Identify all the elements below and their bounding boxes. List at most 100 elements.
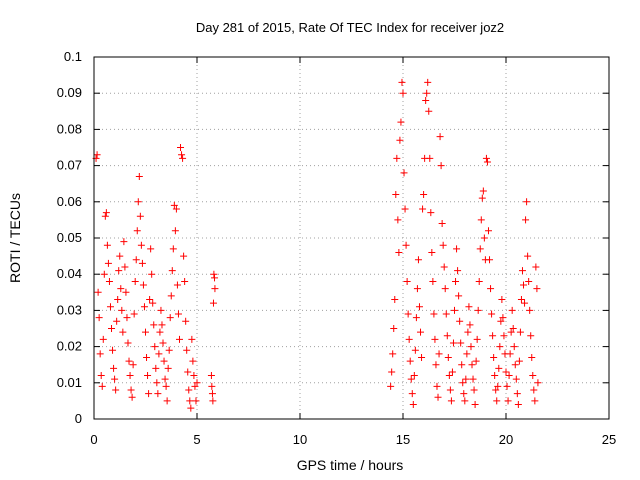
data-point [523,198,531,206]
y-axis-tick-labels: 0 0.01 0.02 0.03 0.04 0.05 0.06 0.07 0.08 0.09 0.1 [57,49,82,426]
data-point [142,328,149,336]
data-point [127,386,135,394]
x-tick-label: 10 [293,432,307,447]
data-point [183,346,191,354]
data-point [211,285,219,293]
data-point [101,212,109,220]
data-point [102,209,110,217]
data-point [135,172,143,180]
data-point [123,314,131,322]
data-point [497,317,505,325]
data-point [407,375,415,383]
data-point [438,220,446,228]
data-point [460,390,468,398]
data-point [520,281,528,289]
data-point [161,375,169,383]
y-tick-label: 0.05 [57,230,82,245]
data-point [444,353,452,361]
data-point [429,277,437,285]
data-point [532,263,540,271]
data-point [508,306,516,314]
data-point [477,216,485,224]
data-point [463,350,471,358]
data-point [483,158,491,166]
plot-frame [93,56,610,420]
data-point [397,118,405,126]
y-tick-label: 0.09 [57,85,82,100]
data-point [130,310,138,318]
data-point [402,241,410,249]
data-point [503,382,511,390]
data-point [457,339,465,347]
data-point [390,325,398,332]
data-point [100,270,108,278]
data-point [534,379,542,387]
data-point [419,205,427,213]
data-point [521,299,529,307]
data-point [165,346,173,354]
data-point [428,248,436,256]
data-point [408,390,416,398]
grid-lines [94,57,609,419]
y-tick-label: 0.08 [57,121,82,136]
data-point [122,288,130,296]
data-point [526,306,534,314]
data-point [522,216,530,224]
y-tick-label: 0.07 [57,158,82,173]
data-point [172,205,180,213]
data-point [133,227,141,235]
data-point [95,314,103,322]
data-point [177,144,185,151]
data-point [491,372,499,380]
data-point [506,350,514,358]
data-point [443,332,451,340]
data-point [209,397,217,405]
data-point [504,397,512,405]
data-point [126,372,134,380]
data-point [190,372,198,380]
data-point [422,96,430,104]
data-point [493,397,501,405]
data-point [207,372,215,380]
data-point [470,386,478,394]
data-point [396,136,404,144]
data-point [452,277,460,285]
data-point [490,353,498,361]
data-point [146,296,154,304]
data-point [145,390,153,398]
data-point [495,364,503,372]
x-tick-label: 0 [90,432,97,447]
data-point [449,339,457,347]
data-point [144,372,152,380]
data-point [398,78,406,86]
data-point [139,281,147,289]
data-point [96,350,104,358]
data-point [191,382,199,390]
data-point [480,234,488,242]
data-point [189,357,197,365]
y-tick-label: 0.06 [57,194,82,209]
data-point [166,314,174,322]
data-point [154,390,162,398]
data-point [155,350,163,358]
data-point [404,310,412,318]
data-point [104,259,112,267]
y-tick-label: 0.04 [57,266,82,281]
data-point [103,241,111,249]
data-point [529,372,537,380]
data-point [147,245,155,253]
data-point [188,335,196,343]
data-point [399,89,407,97]
data-point [515,357,523,365]
data-point [432,361,440,369]
data-point [167,292,175,300]
data-point [468,361,476,369]
data-point [157,306,165,314]
x-axis-tick-labels: 0 5 10 15 20 25 [90,432,616,447]
data-point [389,350,397,358]
data-point [458,361,466,369]
data-point [500,332,508,340]
data-point [436,133,444,141]
data-point [533,285,541,293]
chart-title: Day 281 of 2015, Rate Of TEC Index for r… [196,20,504,35]
